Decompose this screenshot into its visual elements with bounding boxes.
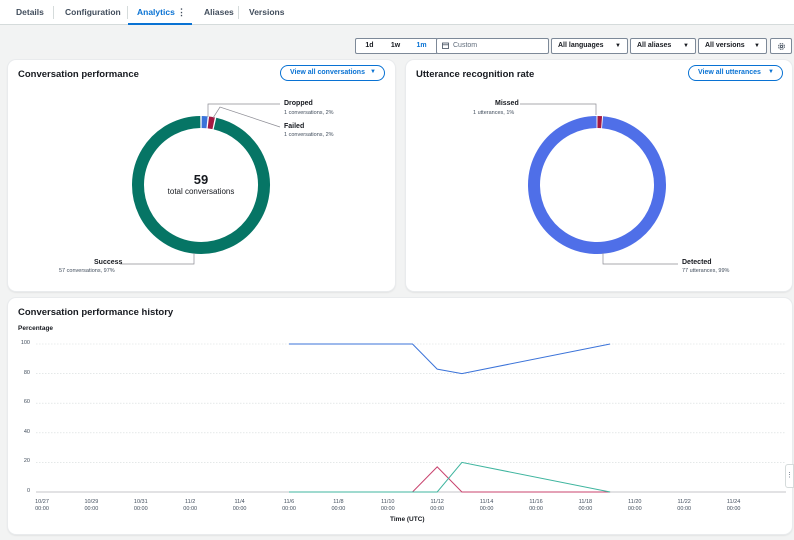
y-tick-label: 20	[23, 458, 30, 465]
drag-handle-icon[interactable]: ⋮	[785, 464, 794, 488]
range-1m-button[interactable]: 1m	[416, 42, 427, 49]
failed-detail: 1 conversations, 2%	[284, 132, 334, 138]
conversation-performance-card: Conversation performance View all conver…	[8, 60, 395, 291]
view-all-conversations-label: View all conversations	[290, 69, 365, 76]
x-tick-label: 11/2 00:00	[183, 499, 198, 512]
tab-divider	[53, 6, 54, 19]
conversation-donut-chart	[120, 103, 281, 265]
time-range-segmented-control: 1d 1w 1m	[355, 38, 438, 54]
caret-down-icon: ▼	[615, 43, 621, 49]
x-tick-label: 11/8 00:00	[331, 499, 346, 512]
calendar-icon	[442, 42, 449, 49]
custom-range-placeholder: Custom	[453, 42, 478, 49]
range-1w-button[interactable]: 1w	[390, 42, 401, 49]
failed-leader-line	[212, 106, 281, 128]
tab-divider	[238, 6, 239, 19]
total-conversations-value: 59	[193, 172, 209, 187]
x-tick-label: 10/27 00:00	[35, 499, 49, 512]
donut-segment-detected[interactable]	[528, 116, 666, 254]
x-tick-label: 11/6 00:00	[282, 499, 296, 512]
y-tick-label: 60	[23, 399, 30, 406]
utterance-recognition-title: Utterance recognition rate	[416, 69, 535, 80]
vertical-ellipsis-icon[interactable]: ⋮	[177, 7, 186, 17]
failed-label: Failed	[284, 123, 305, 130]
x-tick-label: 10/31 00:00	[133, 499, 148, 512]
x-tick-label: 11/18 00:00	[578, 499, 593, 512]
success-detail: 57 conversations, 97%	[59, 268, 115, 274]
x-tick-label: 11/14 00:00	[479, 499, 494, 512]
languages-dropdown[interactable]: All languages ▼	[551, 38, 628, 54]
x-tick-label: 11/10 00:00	[380, 499, 395, 512]
conversation-performance-title: Conversation performance	[18, 69, 139, 80]
tab-analytics-label: Analytics	[137, 7, 175, 17]
utterance-recognition-card: Utterance recognition rate View all utte…	[406, 60, 792, 291]
tab-aliases[interactable]: Aliases	[204, 7, 234, 17]
missed-leader-line	[520, 103, 597, 115]
tab-details[interactable]: Details	[16, 7, 44, 17]
y-tick-label: 80	[23, 369, 30, 376]
range-1d-button[interactable]: 1d	[365, 42, 374, 49]
tab-bar: Details Configuration Analytics ⋮ Aliase…	[0, 0, 794, 25]
success-label: Success	[94, 259, 123, 266]
x-tick-label: 11/20 00:00	[627, 499, 642, 512]
detected-detail: 77 utterances, 99%	[682, 268, 730, 274]
performance-history-title: Conversation performance history	[18, 307, 174, 318]
x-tick-label: 11/16 00:00	[529, 499, 543, 512]
caret-down-icon: ▼	[370, 69, 376, 75]
dropped-leader-line	[207, 103, 280, 117]
x-tick-label: 10/29 00:00	[84, 499, 99, 512]
versions-dropdown[interactable]: All versions ▼	[698, 38, 767, 54]
view-all-conversations-button[interactable]: View all conversations ▼	[280, 65, 385, 81]
tab-divider	[127, 6, 128, 19]
missed-label: Missed	[495, 100, 519, 107]
detected-leader-line	[602, 253, 678, 265]
x-tick-label: 11/22 00:00	[677, 499, 692, 512]
total-conversations-label: total conversations	[167, 187, 235, 196]
caret-down-icon: ▼	[768, 69, 774, 75]
x-tick-label: 11/4 00:00	[232, 499, 247, 512]
aliases-dropdown[interactable]: All aliases ▼	[630, 38, 696, 54]
utterance-donut-chart	[520, 103, 678, 265]
view-all-utterances-button[interactable]: View all utterances ▼	[688, 65, 783, 81]
custom-range-input[interactable]: Custom	[436, 38, 549, 54]
detected-label: Detected	[682, 259, 712, 266]
gear-icon	[778, 43, 785, 50]
x-tick-label: 11/24 00:00	[726, 499, 741, 512]
y-tick-label: 0	[26, 488, 30, 494]
donut-segment-failed[interactable]	[207, 116, 215, 130]
caret-down-icon: ▼	[683, 43, 689, 49]
dropped-label: Dropped	[284, 100, 313, 107]
versions-dropdown-label: All versions	[705, 42, 745, 49]
y-tick-label: 100	[20, 340, 30, 346]
y-tick-label: 40	[23, 428, 30, 435]
series-line-2	[289, 461, 611, 493]
series-line-1	[289, 466, 611, 493]
x-tick-label: 11/12 00:00	[430, 499, 445, 512]
series-line-0	[289, 343, 611, 375]
languages-dropdown-label: All languages	[558, 42, 604, 49]
y-axis-label: Percentage	[18, 325, 54, 332]
missed-detail: 1 utterances, 1%	[473, 110, 515, 116]
history-line-chart	[36, 343, 786, 493]
tab-configuration[interactable]: Configuration	[65, 7, 121, 17]
settings-button[interactable]	[770, 38, 792, 54]
tab-analytics[interactable]: Analytics ⋮	[128, 0, 192, 25]
donut-segment-success[interactable]	[132, 116, 270, 254]
dropped-detail: 1 conversations, 2%	[284, 110, 334, 116]
success-leader-line	[120, 253, 195, 265]
tab-versions[interactable]: Versions	[249, 7, 285, 17]
performance-history-card: Conversation performance history Percent…	[8, 298, 792, 534]
view-all-utterances-label: View all utterances	[698, 69, 761, 76]
x-axis-label: Time (UTC)	[390, 516, 425, 523]
caret-down-icon: ▼	[754, 43, 760, 49]
aliases-dropdown-label: All aliases	[637, 42, 672, 49]
